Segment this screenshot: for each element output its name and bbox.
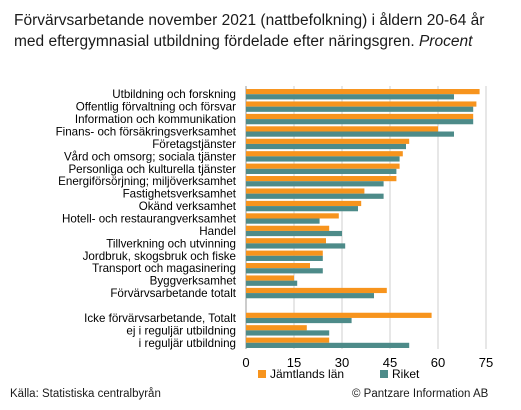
- bar-riket: [246, 94, 454, 100]
- bar-jamtland: [246, 213, 339, 219]
- bar-jamtland: [246, 151, 403, 157]
- bar-jamtland: [246, 113, 474, 120]
- bar-jamtland: [246, 225, 330, 231]
- bar-riket: [246, 243, 346, 249]
- x-tick-label: 15: [287, 355, 301, 370]
- bar-jamtland: [246, 238, 326, 244]
- bar-riket: [246, 293, 374, 299]
- bar-jamtland: [246, 188, 365, 194]
- bar-riket: [246, 218, 320, 224]
- x-tick-label: 0: [242, 355, 249, 370]
- category-label: Jordbruk, skogsbruk och fiske: [83, 250, 236, 263]
- bar-jamtland: [246, 126, 438, 132]
- x-tick-label: 75: [479, 355, 493, 370]
- bar-jamtland: [246, 337, 330, 343]
- bar-jamtland: [246, 200, 362, 207]
- x-tick-label: 45: [383, 355, 397, 370]
- bar-riket: [246, 131, 454, 137]
- bar-riket: [246, 143, 406, 150]
- bar-jamtland: [246, 163, 400, 169]
- bars: [246, 89, 480, 348]
- category-label: Hotell- och restaurangverksamhet: [62, 213, 237, 226]
- category-label: Okänd verksamhet: [139, 200, 237, 213]
- chart-title-unit: Procent: [418, 33, 473, 50]
- x-tick-label: 60: [431, 355, 445, 370]
- bar-jamtland: [246, 176, 397, 182]
- bar-riket: [246, 119, 474, 125]
- bar-jamtland: [246, 263, 310, 269]
- category-label: Förvärvsarbetande totalt: [110, 287, 236, 300]
- x-tick-label: 30: [335, 355, 349, 370]
- category-label: Offentlig förvaltning och försvar: [76, 101, 236, 114]
- bar-riket: [246, 181, 384, 187]
- category-label: Utbildning och forskning: [112, 88, 236, 101]
- chart-title-text: Förvärvsarbetande november 2021 (nattbef…: [14, 12, 485, 50]
- bar-riket: [246, 268, 323, 274]
- legend-label-riket: Riket: [392, 367, 420, 381]
- category-label: Tillverkning och utvinning: [106, 237, 236, 250]
- category-label: Icke förvärvsarbetande, Totalt: [84, 312, 237, 325]
- bar-jamtland: [246, 101, 477, 107]
- category-label: Transport och magasinering: [92, 262, 236, 275]
- category-label: Finans- och försäkringsverksamhet: [56, 126, 237, 139]
- category-label: Handel: [199, 225, 236, 238]
- bar-jamtland: [246, 325, 307, 331]
- bar-riket: [246, 255, 323, 261]
- bar-riket: [246, 280, 298, 286]
- category-label: Personliga och kulturella tjänster: [68, 163, 236, 176]
- bar-jamtland: [246, 250, 323, 256]
- bar-jamtland: [246, 138, 410, 144]
- category-label: Företagstjänster: [152, 138, 236, 151]
- legend-label-jamtland: Jämtlands län: [270, 367, 344, 381]
- copyright-note: © Pantzare Information AB: [352, 388, 489, 400]
- bar-riket: [246, 330, 330, 336]
- bar-jamtland: [246, 89, 480, 95]
- chart-title: Förvärvsarbetande november 2021 (nattbef…: [14, 10, 514, 52]
- category-label: Information och kommunikation: [75, 113, 236, 126]
- category-label: Vård och omsorg; sociala tjänster: [64, 150, 236, 163]
- category-label: Byggverksamhet: [150, 275, 237, 288]
- bar-jamtland: [246, 287, 387, 294]
- legend-swatch-riket: [380, 370, 388, 378]
- category-label: ej i reguljär utbildning: [126, 324, 236, 337]
- legend-swatch-jamtland: [258, 370, 266, 378]
- legend: Jämtlands län Riket: [258, 367, 420, 381]
- bar-jamtland: [246, 312, 432, 318]
- source-note: Källa: Statistiska centralbyrån: [10, 388, 161, 400]
- bar-riket: [246, 193, 384, 199]
- bar-riket: [246, 317, 352, 324]
- bar-riket: [246, 230, 342, 237]
- bar-riket: [246, 156, 400, 162]
- bar-riket: [246, 342, 410, 348]
- bar-riket: [246, 168, 397, 174]
- x-tick-labels: 0 15 30 45 60 75: [242, 355, 493, 370]
- bar-jamtland: [246, 275, 294, 281]
- category-label: Energiförsörjning; miljöverksamhet: [58, 175, 237, 188]
- category-label: Fastighetsverksamhet: [123, 188, 237, 201]
- bar-riket: [246, 106, 474, 112]
- bar-riket: [246, 206, 358, 212]
- category-label: i reguljär utbildning: [139, 337, 236, 350]
